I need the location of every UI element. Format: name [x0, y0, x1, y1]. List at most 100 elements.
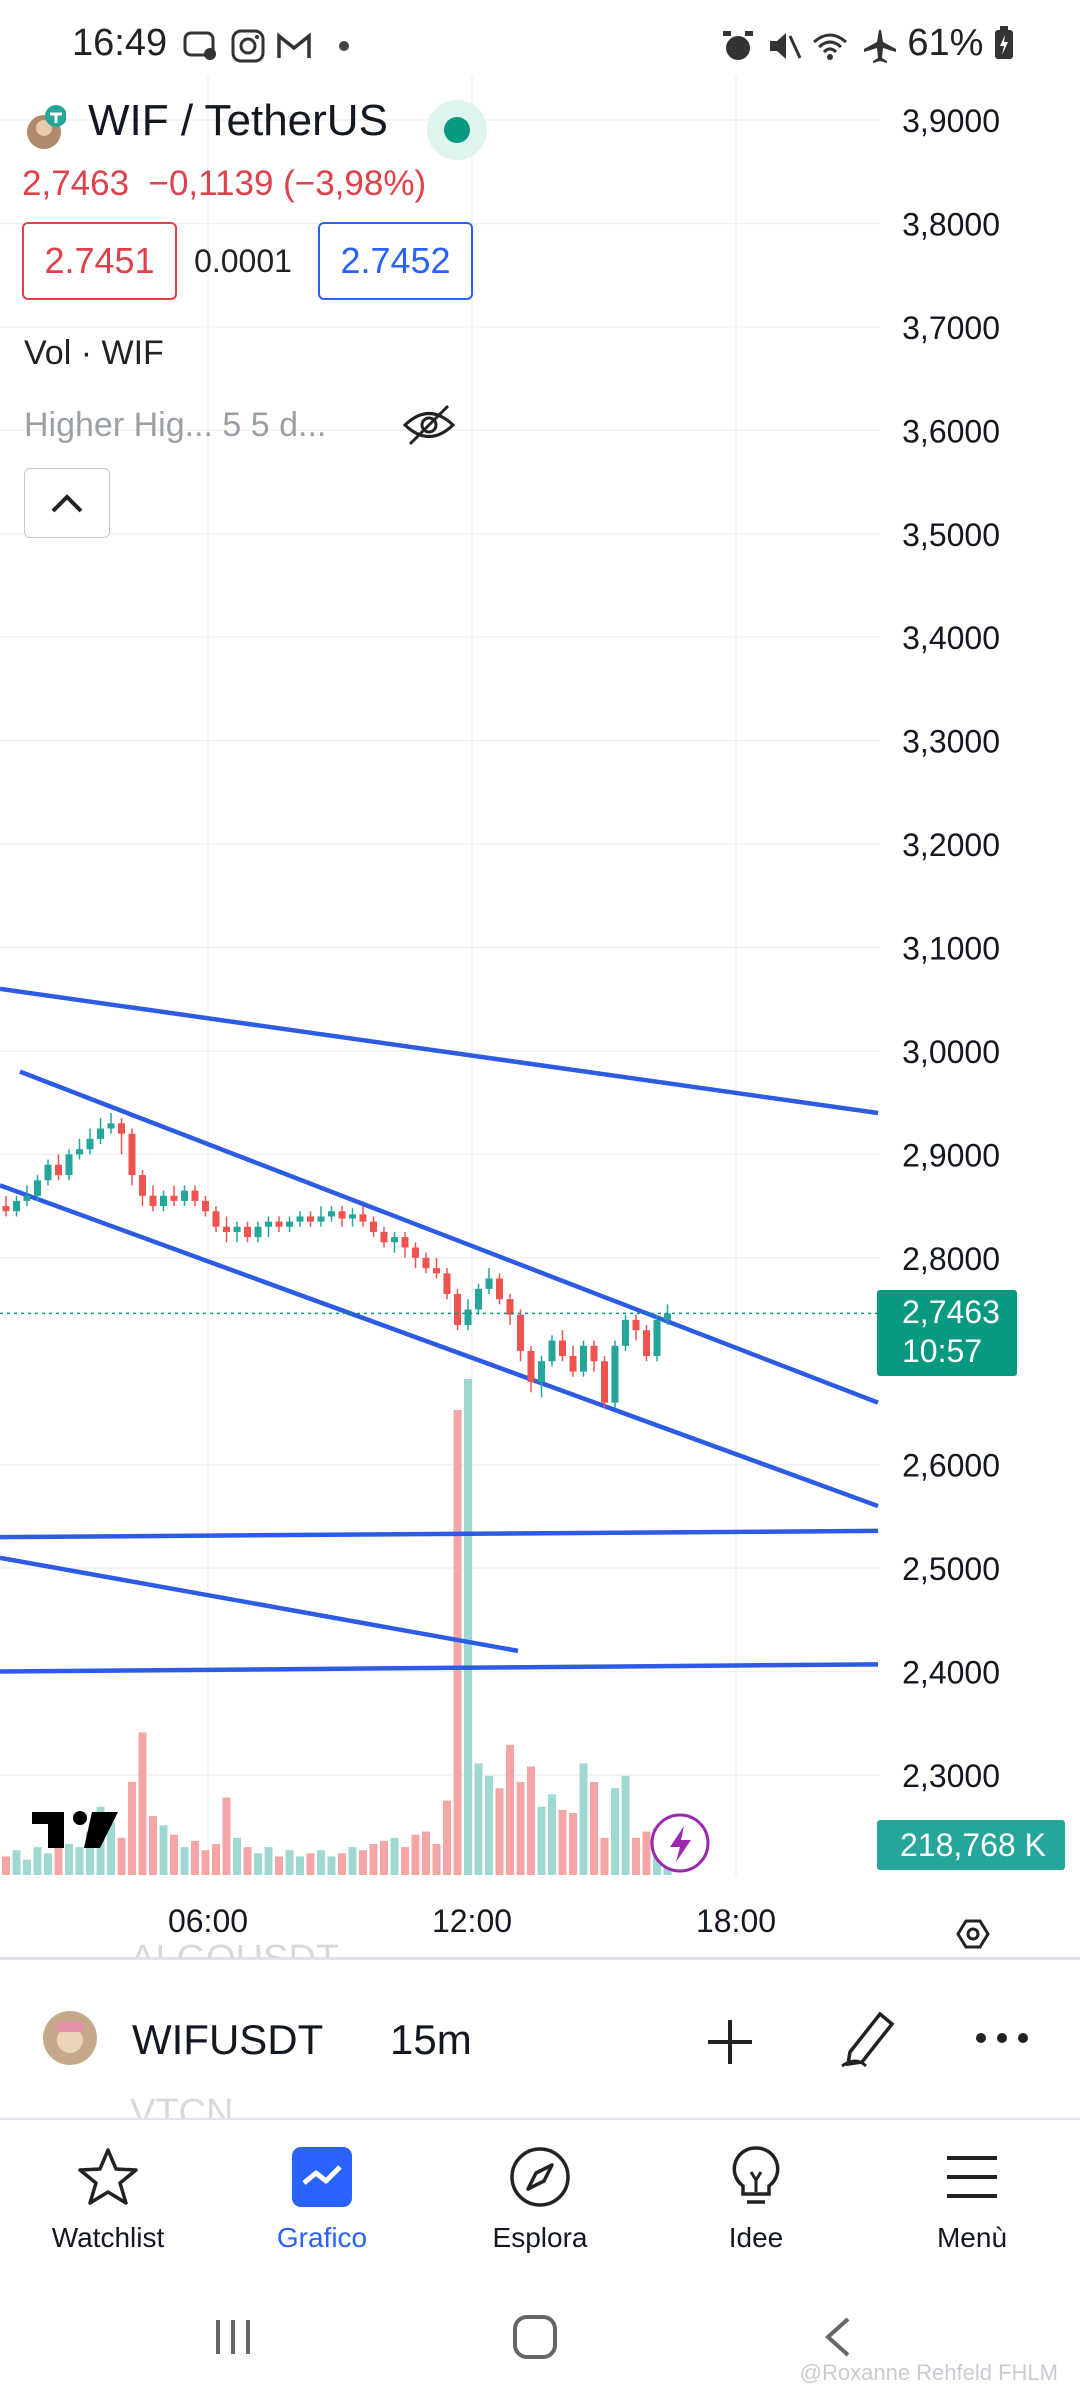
status-time: 16:49: [72, 22, 168, 64]
price-tick-label: 3,7000: [902, 310, 1000, 346]
volume-bar: [65, 1844, 73, 1875]
price-tick-label: 3,5000: [902, 517, 1000, 553]
bottom-navigation: Watchlist Grafico Esplora Idee Menù: [0, 2118, 1080, 2292]
interval-selector[interactable]: 15m: [390, 2016, 472, 2063]
candle: [370, 1216, 377, 1238]
status-bar: 16:49 61%: [0, 0, 1080, 76]
volume-bar: [54, 1837, 63, 1875]
chart-icon: [292, 2147, 352, 2207]
symbol-avatar[interactable]: [42, 2010, 98, 2066]
price-change: 2,7463 −0,1139 (−3,98%): [22, 164, 426, 204]
nav-watchlist[interactable]: Watchlist: [8, 2140, 208, 2254]
hidden-eye-icon[interactable]: [402, 402, 456, 448]
compass-icon: [510, 2147, 570, 2207]
volume-bar: [590, 1782, 598, 1875]
candle: [86, 1128, 94, 1155]
volume-bar: [296, 1856, 304, 1875]
more-options-icon[interactable]: [972, 2026, 1032, 2050]
candle: [622, 1314, 629, 1351]
indicator-label[interactable]: Higher Hig... 5 5 d...: [24, 406, 327, 444]
volume-bar: [338, 1853, 346, 1875]
chart-settings-icon[interactable]: [956, 1919, 990, 1949]
price-axis[interactable]: 3,9000 3,8000 3,7000 3,6000 3,5000 3,4000 3,30…: [902, 103, 1000, 1794]
volume-bar: [611, 1788, 619, 1875]
star-icon: [78, 2148, 138, 2205]
buy-button[interactable]: 2.7452: [318, 222, 473, 300]
candle: [254, 1221, 262, 1243]
messages-icon: [183, 31, 216, 60]
volume-bar: [2, 1856, 10, 1875]
recent-apps-icon[interactable]: [210, 2314, 256, 2360]
nav-menu[interactable]: Menù: [872, 2140, 1072, 2254]
candle: [548, 1335, 556, 1367]
volume-bar: [390, 1837, 399, 1875]
volume-indicator-label[interactable]: Vol · WIF: [24, 334, 164, 372]
volume-bar: [170, 1834, 178, 1875]
price-tick-label: 2,4000: [902, 1655, 1000, 1691]
volume-bar: [149, 1816, 157, 1875]
spread-value: 0.0001: [194, 242, 292, 279]
candle: [307, 1211, 314, 1227]
volume-bar: [537, 1806, 546, 1875]
volume-bar: [422, 1831, 430, 1875]
volume-bar: [306, 1853, 315, 1875]
wifi-icon: [813, 33, 847, 60]
symbol-name[interactable]: WIFUSDT: [132, 2016, 324, 2063]
lightning-icon: [670, 1826, 691, 1862]
candle: [580, 1340, 587, 1377]
candle: [338, 1206, 346, 1227]
candle: [44, 1159, 52, 1186]
price-tick-label: 3,4000: [902, 620, 1000, 656]
home-icon[interactable]: [510, 2312, 560, 2362]
volume-bar: [222, 1797, 231, 1875]
candle: [496, 1273, 503, 1305]
symbol-title[interactable]: WIF / TetherUS: [88, 96, 388, 145]
change-value: −0,1139 (−3,98%): [148, 164, 427, 203]
trendline: [19, 1069, 879, 1405]
candle: [97, 1118, 104, 1145]
price-tick-label: 2,3000: [902, 1758, 1000, 1794]
candle: [559, 1330, 566, 1362]
volume-bar: [23, 1859, 31, 1875]
volume-bar: [359, 1850, 367, 1875]
wif-coin-icon: [27, 105, 66, 149]
price-chart[interactable]: 3,9000 3,8000 3,7000 3,6000 3,5000 3,4000 3,30…: [0, 0, 1080, 1960]
instagram-icon: [231, 29, 265, 63]
candle: [202, 1195, 209, 1217]
volume-bar: [44, 1853, 52, 1875]
collapse-legend-button[interactable]: [24, 468, 110, 538]
candle: [170, 1185, 178, 1207]
candle: [265, 1216, 272, 1238]
nav-ideas[interactable]: Idee: [656, 2140, 856, 2254]
price-tick-label: 2,8000: [902, 1241, 1000, 1277]
volume-bar: [527, 1766, 535, 1875]
volume-bar: [254, 1853, 262, 1875]
sell-button[interactable]: 2.7451: [22, 222, 177, 300]
nav-ideas-label: Idee: [728, 2222, 784, 2253]
lightning-button[interactable]: [650, 1813, 710, 1873]
candle: [538, 1356, 545, 1398]
price-tick-label: 3,9000: [902, 103, 1000, 139]
candle: [527, 1345, 535, 1393]
back-icon[interactable]: [818, 2314, 858, 2360]
nav-menu-label: Menù: [936, 2222, 1008, 2253]
candle: [380, 1226, 388, 1248]
volume-bar: [107, 1822, 115, 1875]
market-status-indicator: [427, 100, 487, 160]
airplane-icon: [864, 30, 896, 63]
add-icon[interactable]: [702, 2014, 758, 2070]
volume-bar: [327, 1856, 336, 1875]
last-price-tag: 2,7463 10:57: [877, 1290, 1017, 1376]
trendline: [0, 1528, 879, 1540]
nav-chart[interactable]: Grafico: [222, 2140, 422, 2254]
candle: [23, 1185, 31, 1207]
candle: [643, 1325, 650, 1362]
nav-explore[interactable]: Esplora: [440, 2140, 640, 2254]
candle: [391, 1231, 398, 1253]
candle: [485, 1268, 493, 1295]
tradingview-logo-icon: [32, 1811, 118, 1848]
trendlines[interactable]: [0, 986, 879, 1674]
volume-bar: [138, 1732, 147, 1875]
candle: [349, 1208, 356, 1227]
drawing-pen-icon[interactable]: [836, 2004, 902, 2070]
